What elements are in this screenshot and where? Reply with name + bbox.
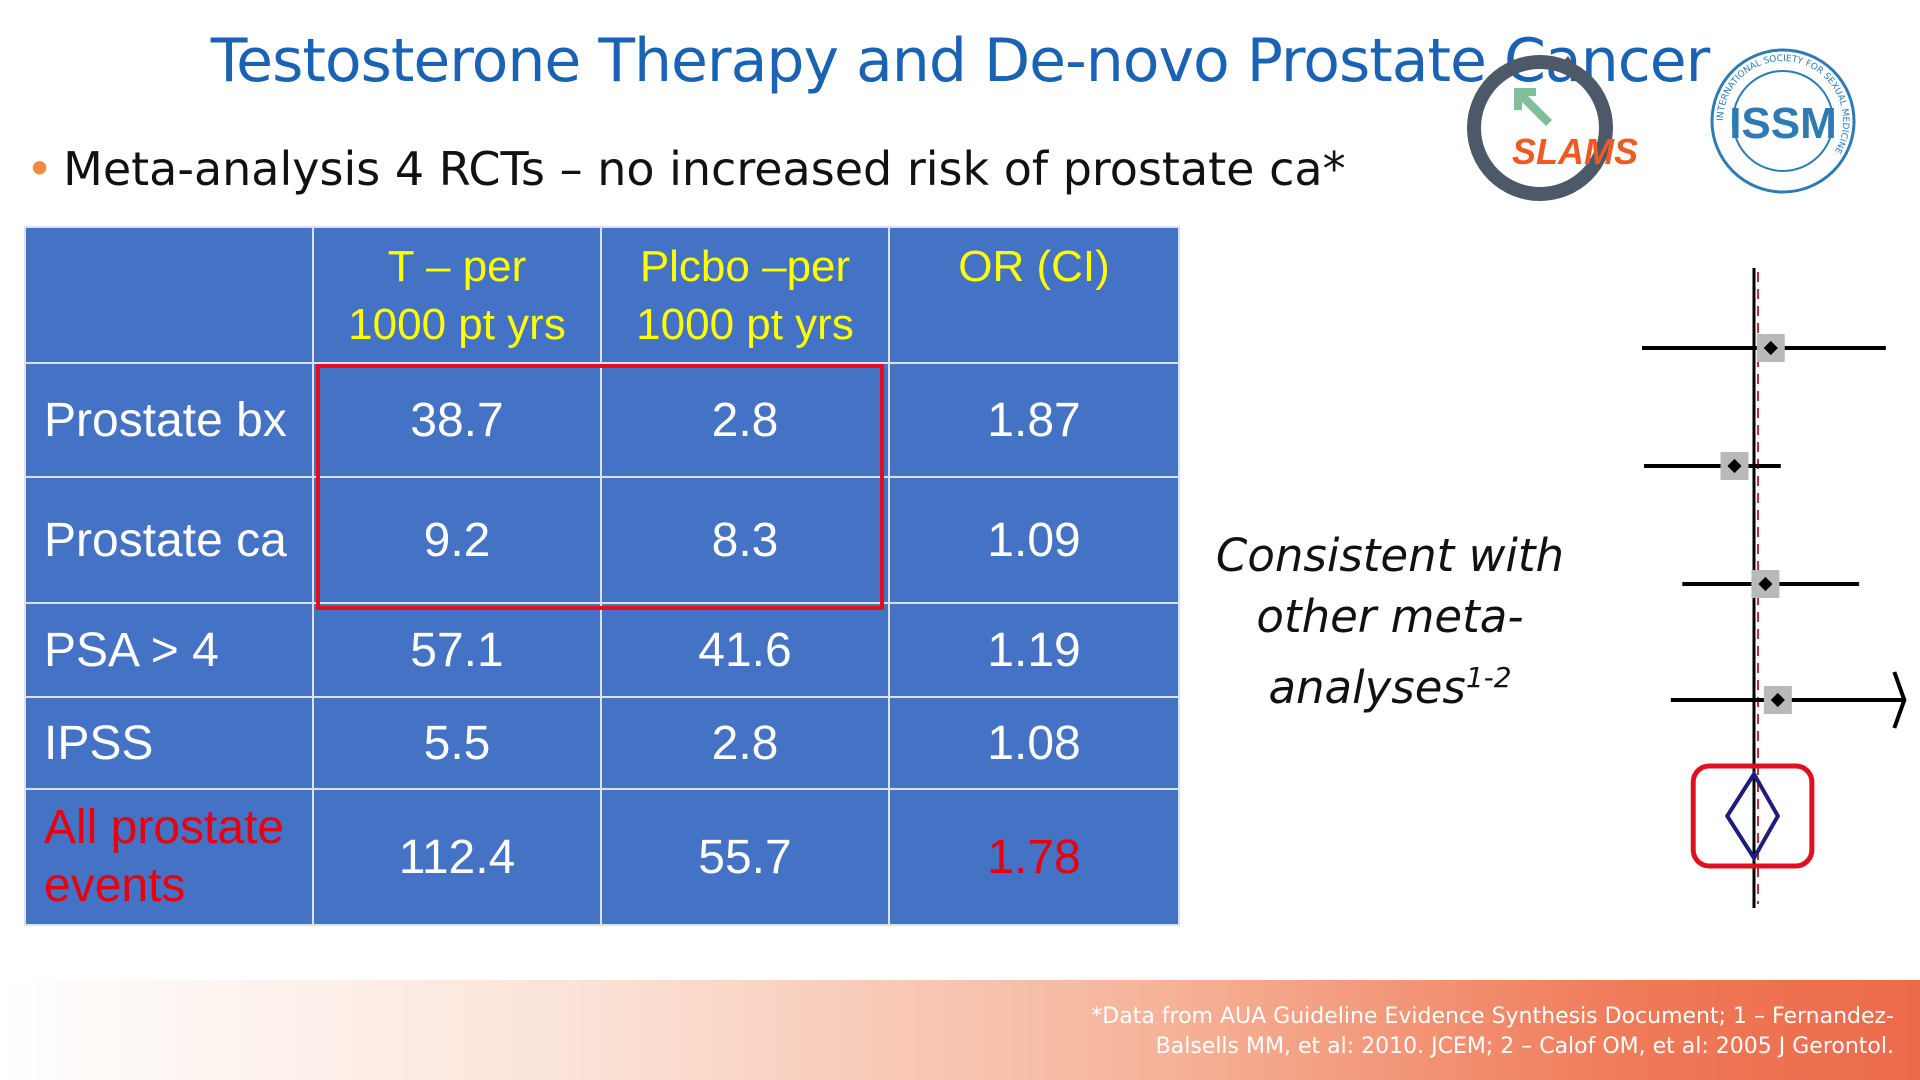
row-label: Prostate ca <box>24 476 314 604</box>
bullet-text: Meta-analysis 4 RCTs – no increased risk… <box>63 142 1346 196</box>
pooled-highlight-box <box>1690 763 1815 869</box>
study-point <box>1758 576 1773 592</box>
issm-logo-text: ISSM <box>1729 99 1837 148</box>
header-testosterone: T – per 1000 pt yrs <box>312 226 602 364</box>
cell-or: 1.78 <box>888 788 1180 926</box>
table-row: PSA > 4 57.1 41.6 1.19 <box>24 602 1180 698</box>
header-empty <box>24 226 314 364</box>
issm-logo: INTERNATIONAL SOCIETY FOR SEXUAL MEDICIN… <box>1710 48 1856 194</box>
ci-arrow <box>1892 671 1907 729</box>
note-line2: other meta- <box>1256 590 1524 643</box>
highlight-box <box>316 364 884 610</box>
table-row: Prostate ca 9.2 8.3 1.09 <box>24 476 1180 604</box>
cell-placebo: 8.3 <box>600 476 890 604</box>
footnote: *Data from AUA Guideline Evidence Synthe… <box>1091 1002 1894 1062</box>
table-row: Prostate bx 38.7 2.8 1.87 <box>24 362 1180 478</box>
footer-band <box>0 980 1920 1080</box>
header-or: OR (CI) <box>888 226 1180 364</box>
header-placebo-line1: Plcbo –per <box>639 242 851 291</box>
footnote-line2: Balsells MM, et al: 2010. JCEM; 2 – Calo… <box>1155 1034 1894 1059</box>
cell-placebo: 2.8 <box>600 696 890 790</box>
slams-logo: SLAMS <box>1467 55 1638 201</box>
cell-placebo: 41.6 <box>600 602 890 698</box>
row-label: PSA > 4 <box>24 602 314 698</box>
bullet-point: • Meta-analysis 4 RCTs – no increased ris… <box>26 142 1346 196</box>
table-header-row: T – per 1000 pt yrs Plcbo –per 1000 pt yrs… <box>24 226 1180 364</box>
cell-or: 1.19 <box>888 602 1180 698</box>
cell-t: 5.5 <box>312 696 602 790</box>
row-label-line2: events <box>44 859 186 912</box>
note-line1: Consistent with <box>1215 529 1565 582</box>
header-testosterone-line1: T – per <box>387 242 527 291</box>
cell-or: 1.09 <box>888 476 1180 604</box>
cell-or: 1.08 <box>888 696 1180 790</box>
cell-t: 9.2 <box>312 476 602 604</box>
bullet-dot-icon: • <box>26 142 54 196</box>
slams-logo-text: SLAMS <box>1512 131 1638 172</box>
cell-or: 1.87 <box>888 362 1180 478</box>
note-line3: analyses <box>1268 661 1466 714</box>
header-placebo: Plcbo –per 1000 pt yrs <box>600 226 890 364</box>
results-table: T – per 1000 pt yrs Plcbo –per 1000 pt yrs… <box>24 226 1180 926</box>
pooled-diamond <box>1724 770 1781 862</box>
cell-t: 57.1 <box>312 602 602 698</box>
row-label: Prostate bx <box>24 362 314 478</box>
cell-t: 112.4 <box>312 788 602 926</box>
header-testosterone-line2: 1000 pt yrs <box>348 300 566 349</box>
header-placebo-line2: 1000 pt yrs <box>636 300 854 349</box>
forest-plot <box>1642 268 1907 908</box>
cell-placebo: 2.8 <box>600 362 890 478</box>
cell-placebo: 55.7 <box>600 788 890 926</box>
table-row: IPSS 5.5 2.8 1.08 <box>24 696 1180 790</box>
row-label: All prostate events <box>24 788 314 926</box>
row-label-line1: All prostate <box>44 801 285 854</box>
slide-title: Testosterone Therapy and De-novo Prostat… <box>210 26 1711 96</box>
cell-t: 38.7 <box>312 362 602 478</box>
note-superscript: 1-2 <box>1465 661 1512 694</box>
meta-analyses-note: Consistent with other meta- analyses1-2 <box>1200 525 1580 718</box>
footnote-line1: *Data from AUA Guideline Evidence Synthe… <box>1091 1004 1894 1029</box>
row-label: IPSS <box>24 696 314 790</box>
table-row: All prostate events 112.4 55.7 1.78 <box>24 788 1180 926</box>
